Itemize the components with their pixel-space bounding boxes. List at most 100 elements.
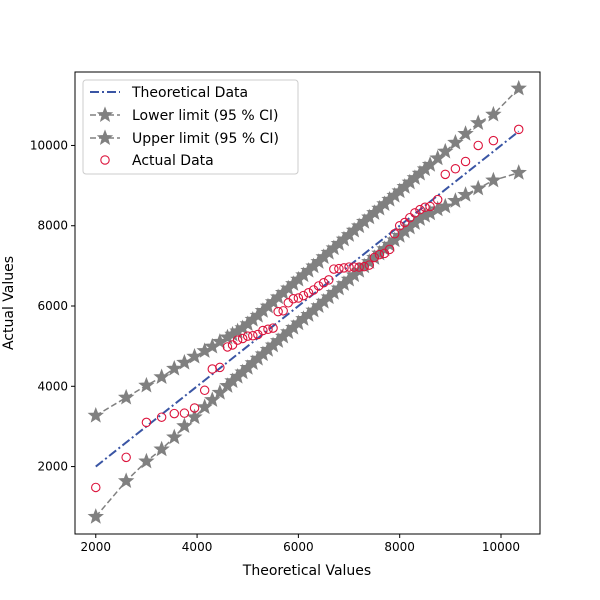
data-layer bbox=[87, 79, 527, 524]
actual-point bbox=[513, 124, 524, 135]
actual-point bbox=[400, 217, 410, 228]
actual-point bbox=[432, 194, 443, 205]
actual-point bbox=[303, 288, 314, 298]
actual-point bbox=[488, 135, 499, 146]
legend-lower-limit-label: Lower limit (95 % CI) bbox=[132, 108, 278, 124]
actual-point bbox=[227, 340, 238, 350]
actual-point bbox=[405, 212, 415, 223]
actual-point bbox=[318, 277, 329, 288]
actual-point bbox=[293, 293, 304, 303]
legend-theoretical-label: Theoretical Data bbox=[131, 85, 248, 101]
plot-frame bbox=[74, 71, 541, 535]
x-axis: 2000 4000 6000 8000 10000 bbox=[80, 534, 520, 554]
legend-upper-limit-marker bbox=[96, 129, 114, 145]
actual-point bbox=[232, 335, 243, 345]
actual-point bbox=[156, 412, 167, 422]
actual-point bbox=[329, 264, 339, 274]
actual-point bbox=[278, 306, 288, 316]
legend-actual-label: Actual Data bbox=[132, 153, 214, 169]
actual-point bbox=[141, 417, 152, 428]
lower-limit-line bbox=[95, 172, 519, 518]
actual-point bbox=[248, 330, 258, 341]
actual-point bbox=[298, 290, 309, 301]
actual-point bbox=[263, 324, 273, 335]
lower-limit-marker bbox=[153, 440, 170, 457]
upper-limit-marker bbox=[176, 353, 193, 370]
actual-point bbox=[344, 262, 354, 272]
lower-limit-marker bbox=[166, 428, 183, 445]
upper-limit-marker bbox=[510, 79, 527, 96]
actual-point bbox=[364, 260, 375, 270]
upper-limit-marker bbox=[166, 360, 183, 376]
lower-limit-marker bbox=[457, 186, 474, 202]
actual-point bbox=[237, 333, 248, 344]
actual-point bbox=[389, 229, 400, 239]
actual-point bbox=[222, 342, 233, 352]
actual-point bbox=[179, 408, 190, 418]
x-tick-label: 4000 bbox=[182, 540, 213, 554]
upper-limit-marker bbox=[457, 125, 474, 141]
actual-point bbox=[121, 452, 131, 463]
actual-point bbox=[273, 306, 283, 317]
legend-upper-limit-label: Upper limit (95 % CI) bbox=[132, 131, 279, 147]
y-tick-label: 8000 bbox=[37, 219, 68, 233]
actual-point bbox=[425, 201, 435, 212]
upper-limit-marker bbox=[470, 114, 487, 130]
legend-box bbox=[82, 79, 299, 175]
actual-point bbox=[384, 244, 395, 255]
x-tick-label: 8000 bbox=[384, 540, 415, 554]
upper-limit-marker bbox=[485, 105, 502, 122]
actual-point bbox=[334, 263, 344, 274]
actual-point bbox=[374, 249, 385, 260]
lower-limit-marker bbox=[87, 508, 104, 524]
actual-point bbox=[473, 140, 483, 151]
upper-limit-marker bbox=[87, 406, 104, 423]
actual-point bbox=[440, 169, 451, 180]
actual-point bbox=[450, 163, 461, 174]
x-tick-label: 10000 bbox=[482, 540, 520, 554]
actual-point bbox=[258, 325, 268, 336]
y-tick-label: 2000 bbox=[37, 460, 68, 474]
actual-point bbox=[415, 204, 425, 215]
actual-point bbox=[91, 482, 101, 493]
actual-point bbox=[242, 331, 253, 341]
actual-point bbox=[189, 403, 200, 413]
x-axis-label: Theoretical Values bbox=[242, 563, 371, 579]
actual-point bbox=[268, 323, 278, 333]
lower-limit-marker bbox=[510, 164, 527, 180]
actual-point bbox=[349, 262, 359, 272]
y-tick-label: 10000 bbox=[30, 138, 68, 152]
actual-point bbox=[359, 261, 369, 272]
theoretical-line bbox=[95, 130, 520, 468]
actual-point bbox=[288, 294, 299, 304]
lower-limit-marker bbox=[470, 179, 487, 196]
upper-limit-marker bbox=[138, 376, 155, 393]
x-tick-label: 6000 bbox=[283, 540, 314, 554]
x-tick-label: 2000 bbox=[80, 540, 111, 554]
actual-point bbox=[460, 156, 471, 167]
y-tick-label: 4000 bbox=[37, 379, 68, 393]
actual-point bbox=[169, 408, 180, 419]
upper-limit-marker bbox=[117, 388, 135, 405]
actual-point bbox=[339, 263, 349, 273]
actual-point bbox=[410, 208, 420, 218]
y-axis: 2000 4000 6000 8000 10000 bbox=[30, 138, 75, 474]
lower-limit-marker bbox=[485, 171, 502, 188]
upper-limit-marker bbox=[186, 347, 203, 364]
lower-limit-marker bbox=[437, 197, 454, 214]
upper-limit-marker bbox=[153, 368, 170, 385]
lower-limit-marker bbox=[447, 192, 464, 208]
actual-point bbox=[207, 364, 218, 374]
legend-lower-limit-marker bbox=[96, 106, 114, 122]
actual-point bbox=[394, 220, 405, 231]
actual-point bbox=[354, 262, 364, 272]
lower-limit-marker bbox=[176, 417, 193, 433]
actual-point bbox=[215, 362, 225, 373]
y-tick-label: 6000 bbox=[37, 299, 68, 313]
lower-limit-marker bbox=[117, 472, 135, 488]
y-axis-label: Actual Values bbox=[1, 256, 17, 350]
actual-point bbox=[313, 281, 324, 291]
lower-limit-marker bbox=[138, 452, 155, 469]
legend-actual-swatch bbox=[100, 155, 110, 165]
